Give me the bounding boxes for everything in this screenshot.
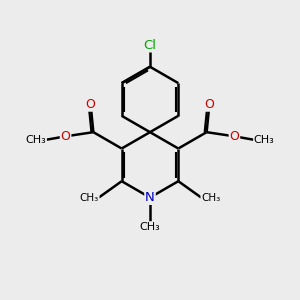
Text: O: O — [205, 98, 214, 111]
Text: O: O — [61, 130, 70, 143]
Text: CH₃: CH₃ — [201, 193, 220, 202]
Text: CH₃: CH₃ — [140, 222, 160, 232]
Text: CH₃: CH₃ — [80, 193, 99, 202]
Text: O: O — [230, 130, 239, 143]
Text: CH₃: CH₃ — [254, 135, 274, 145]
Text: O: O — [86, 98, 95, 111]
Text: CH₃: CH₃ — [26, 135, 46, 145]
Text: N: N — [145, 191, 155, 204]
Text: Cl: Cl — [143, 39, 157, 52]
